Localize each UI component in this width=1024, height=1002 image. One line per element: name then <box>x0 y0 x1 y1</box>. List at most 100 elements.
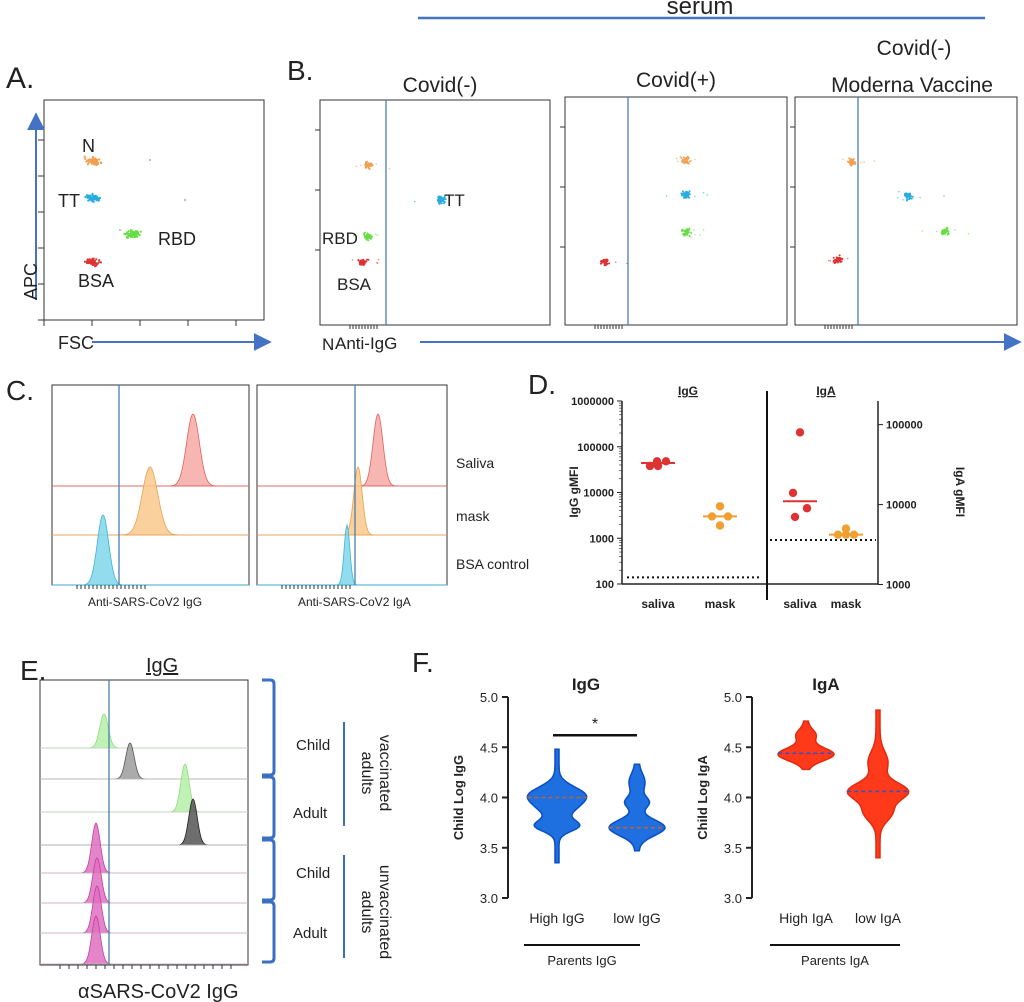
dot <box>84 195 87 199</box>
dot <box>911 195 914 198</box>
dot <box>359 164 362 167</box>
dot <box>898 190 900 193</box>
dot <box>363 231 366 234</box>
dot <box>693 229 695 231</box>
row-bsa-control: BSA control <box>456 556 529 572</box>
dot <box>437 200 440 203</box>
row-mask: mask <box>456 508 490 524</box>
histogram-peak <box>52 466 249 536</box>
dot <box>675 157 678 160</box>
panel-label-d: D. <box>528 369 556 400</box>
dot <box>679 155 682 158</box>
dot <box>852 158 855 160</box>
dot <box>359 259 362 262</box>
dot <box>849 158 852 161</box>
histogram-peak <box>257 466 447 536</box>
dot <box>838 254 841 257</box>
histogram-peak <box>40 915 248 965</box>
data-point <box>715 502 725 511</box>
dot <box>690 159 693 162</box>
serum-header: serum <box>667 0 734 20</box>
dot <box>365 260 368 263</box>
dot <box>967 232 970 235</box>
label-b-tt: TT <box>444 191 465 210</box>
panel-b-frame <box>794 96 1018 326</box>
dot <box>367 258 370 261</box>
dot <box>856 162 858 165</box>
panel-b-xlabel: Anti-IgG <box>335 334 397 353</box>
title-covid-neg: Covid(-) <box>403 74 478 97</box>
data-point <box>849 530 859 539</box>
dot <box>908 197 911 200</box>
dot <box>443 202 445 205</box>
dot <box>904 194 906 197</box>
dot <box>367 167 370 169</box>
y-tick-label: 10000 <box>583 488 614 500</box>
dot <box>694 195 696 198</box>
chart-title: IgA <box>812 675 839 694</box>
panel-label-e: E. <box>20 655 46 686</box>
panel-a: FSC APC N TT RBD BSA <box>21 99 272 353</box>
group-unvaccinated: unvaccinated <box>376 865 393 959</box>
dot <box>99 261 102 264</box>
y-tick-label: 5.0 <box>480 690 498 705</box>
dot <box>682 160 685 163</box>
violin-shape <box>777 720 835 771</box>
y-tick-label: 4.0 <box>480 791 498 806</box>
dot <box>353 234 355 237</box>
dot <box>946 229 949 232</box>
dot <box>682 156 685 159</box>
data-point <box>802 504 812 513</box>
dot <box>86 195 89 198</box>
x-category: mask <box>831 597 862 611</box>
dot <box>688 190 691 193</box>
dot <box>370 236 372 239</box>
dot <box>838 258 841 261</box>
dot <box>95 162 98 165</box>
dot <box>688 234 691 237</box>
label-tt: TT <box>58 191 80 211</box>
panel-c-frame <box>256 384 448 586</box>
dot <box>439 200 441 203</box>
dot <box>694 233 696 236</box>
dot <box>909 195 912 198</box>
dot <box>438 202 441 205</box>
dot <box>363 261 366 264</box>
dot <box>440 199 443 201</box>
dot <box>89 261 92 264</box>
dot <box>832 256 835 259</box>
dot <box>86 259 89 262</box>
dot <box>94 157 97 160</box>
dot <box>907 192 910 195</box>
dot <box>86 163 89 166</box>
dot <box>833 259 836 261</box>
data-point <box>833 530 843 539</box>
panel-d-chart: 1000000 100000 10000 1000 100 100000 10000 1000… <box>567 384 967 611</box>
dot <box>366 236 369 239</box>
dot <box>687 195 690 198</box>
x-axis-label: Parents IgG <box>547 953 616 968</box>
dot <box>92 261 95 264</box>
dot <box>89 194 92 197</box>
dot <box>828 259 830 262</box>
dot <box>376 234 379 236</box>
histogram-peak <box>40 763 248 813</box>
panel-c <box>51 384 448 589</box>
dot <box>690 236 692 238</box>
dot <box>682 233 684 236</box>
dot <box>910 197 913 200</box>
dot <box>366 234 369 237</box>
dot <box>681 161 684 163</box>
y-tick-label: 100 <box>596 579 614 591</box>
panel-e-xlabel: αSARS-CoV2 IgG <box>78 981 239 1002</box>
panel-a-xlabel: FSC <box>58 333 94 353</box>
dot <box>367 239 370 242</box>
dot <box>139 230 142 233</box>
data-point <box>715 521 725 530</box>
dot <box>854 161 857 164</box>
dot <box>98 158 101 161</box>
dot <box>349 232 352 235</box>
dot <box>368 235 371 238</box>
data-point <box>790 512 800 522</box>
dot <box>88 258 91 261</box>
